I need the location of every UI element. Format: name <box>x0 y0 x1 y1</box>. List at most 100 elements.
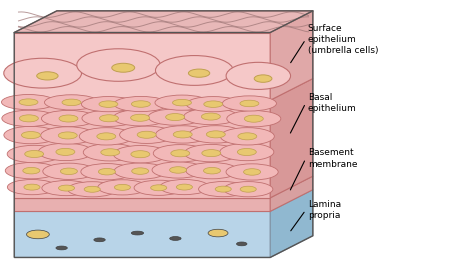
Ellipse shape <box>41 127 95 144</box>
Ellipse shape <box>114 96 168 112</box>
Ellipse shape <box>38 143 92 161</box>
Ellipse shape <box>56 246 67 250</box>
Ellipse shape <box>155 126 210 143</box>
Ellipse shape <box>240 100 259 107</box>
Ellipse shape <box>82 110 136 126</box>
Ellipse shape <box>173 131 192 138</box>
Polygon shape <box>14 211 270 257</box>
Ellipse shape <box>36 72 58 80</box>
Ellipse shape <box>59 115 78 122</box>
Ellipse shape <box>131 231 144 235</box>
Ellipse shape <box>83 144 137 161</box>
Ellipse shape <box>79 128 133 145</box>
Text: Surface
epithelium
(umbrella cells): Surface epithelium (umbrella cells) <box>308 24 378 55</box>
Ellipse shape <box>58 132 77 139</box>
Ellipse shape <box>170 167 187 173</box>
Polygon shape <box>14 33 270 100</box>
Ellipse shape <box>7 179 56 195</box>
Ellipse shape <box>2 110 56 127</box>
Ellipse shape <box>222 96 276 111</box>
Ellipse shape <box>4 126 58 144</box>
Ellipse shape <box>240 186 256 192</box>
Ellipse shape <box>24 184 40 190</box>
Ellipse shape <box>152 162 204 178</box>
Ellipse shape <box>220 128 274 145</box>
Ellipse shape <box>204 101 223 107</box>
Ellipse shape <box>208 229 228 237</box>
Ellipse shape <box>220 143 274 161</box>
Ellipse shape <box>215 186 231 192</box>
Ellipse shape <box>201 113 220 120</box>
Ellipse shape <box>100 115 118 122</box>
Ellipse shape <box>62 99 81 106</box>
Ellipse shape <box>131 151 150 158</box>
Ellipse shape <box>131 114 150 121</box>
Ellipse shape <box>7 145 61 163</box>
Ellipse shape <box>176 184 192 190</box>
Ellipse shape <box>23 167 40 174</box>
Polygon shape <box>270 79 313 198</box>
Ellipse shape <box>173 99 191 106</box>
Ellipse shape <box>131 101 150 107</box>
Ellipse shape <box>170 237 181 240</box>
Ellipse shape <box>19 99 38 105</box>
Ellipse shape <box>184 144 238 162</box>
Polygon shape <box>14 100 270 198</box>
Ellipse shape <box>19 115 38 122</box>
Ellipse shape <box>41 110 95 127</box>
Ellipse shape <box>99 101 118 107</box>
Ellipse shape <box>244 169 261 175</box>
Ellipse shape <box>206 131 225 138</box>
Ellipse shape <box>112 63 135 72</box>
Ellipse shape <box>160 179 209 195</box>
Polygon shape <box>14 198 270 211</box>
Ellipse shape <box>58 185 74 191</box>
Text: Basal
epithelium: Basal epithelium <box>308 93 356 113</box>
Ellipse shape <box>189 126 243 143</box>
Polygon shape <box>270 11 313 100</box>
Ellipse shape <box>98 180 147 195</box>
Ellipse shape <box>45 95 99 110</box>
Ellipse shape <box>137 131 156 138</box>
Polygon shape <box>14 11 313 33</box>
Ellipse shape <box>113 146 167 163</box>
Ellipse shape <box>94 238 105 242</box>
Ellipse shape <box>199 182 248 197</box>
Ellipse shape <box>84 186 100 192</box>
Ellipse shape <box>42 180 91 196</box>
Text: Lamina
propria: Lamina propria <box>308 200 341 220</box>
Ellipse shape <box>68 182 117 197</box>
Ellipse shape <box>148 109 202 125</box>
Ellipse shape <box>119 126 173 143</box>
Ellipse shape <box>5 163 57 179</box>
Ellipse shape <box>113 110 167 126</box>
Ellipse shape <box>254 75 272 82</box>
Ellipse shape <box>56 149 75 156</box>
Polygon shape <box>270 190 313 257</box>
Ellipse shape <box>132 168 149 174</box>
Ellipse shape <box>184 108 238 125</box>
Ellipse shape <box>155 95 209 110</box>
Ellipse shape <box>97 133 116 140</box>
Ellipse shape <box>21 131 40 138</box>
Ellipse shape <box>25 150 44 157</box>
Ellipse shape <box>186 163 238 179</box>
Ellipse shape <box>244 115 263 122</box>
Ellipse shape <box>4 58 82 88</box>
Ellipse shape <box>134 180 183 195</box>
Ellipse shape <box>43 163 95 179</box>
Ellipse shape <box>99 169 116 175</box>
Text: Basement
membrane: Basement membrane <box>308 149 357 169</box>
Ellipse shape <box>165 114 184 121</box>
Ellipse shape <box>227 111 281 127</box>
Ellipse shape <box>186 96 240 112</box>
Ellipse shape <box>77 49 160 81</box>
Ellipse shape <box>202 150 221 157</box>
Ellipse shape <box>81 164 133 180</box>
Ellipse shape <box>114 163 166 179</box>
Ellipse shape <box>114 184 130 190</box>
Ellipse shape <box>82 96 136 112</box>
Ellipse shape <box>155 56 233 85</box>
Ellipse shape <box>27 230 49 239</box>
Ellipse shape <box>60 168 77 175</box>
